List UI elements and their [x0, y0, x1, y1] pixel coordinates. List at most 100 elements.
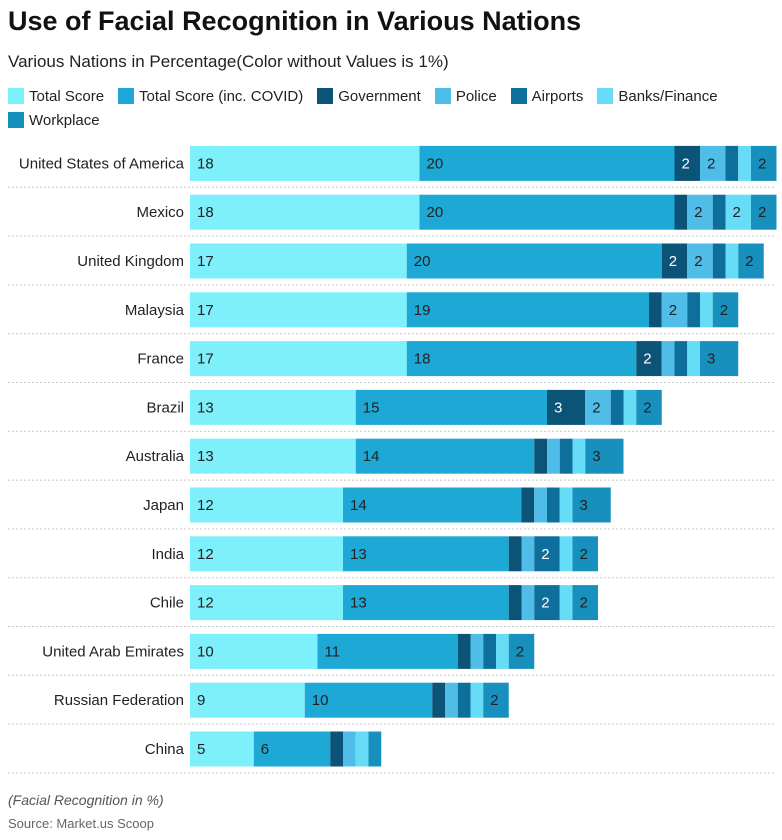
data-label: 20 [414, 253, 431, 270]
bar-segment-police [343, 731, 356, 767]
legend-item-government: Government [317, 86, 421, 106]
bar-segment-airports [534, 536, 560, 572]
bar-row-india: India 12 13 2 2 [8, 536, 776, 579]
bar-segment-banks-finance [725, 194, 751, 230]
bar-segment-total-score-inc-covid [406, 243, 662, 279]
category-label: Chile [150, 595, 184, 612]
bar-segment-total-score-inc-covid [406, 341, 637, 377]
bar-row-chile: Chile 12 13 2 2 [8, 585, 776, 627]
legend-label: Airports [531, 87, 584, 105]
bar-segment-workplace [751, 145, 777, 181]
data-label: 14 [363, 448, 380, 465]
bar-segment-workplace [700, 341, 739, 377]
data-label: 2 [592, 399, 600, 416]
bar-segment-banks-finance [496, 633, 509, 669]
category-label: Australia [126, 448, 185, 465]
bar-segment-government [547, 389, 586, 425]
data-label: 2 [643, 399, 651, 416]
bar-segment-total-score [190, 438, 356, 474]
data-label: 11 [325, 643, 341, 660]
bar-segment-government [330, 731, 343, 767]
data-label: 6 [261, 741, 269, 758]
bar-segment-government [508, 585, 522, 621]
bar-segment-banks-finance [470, 682, 484, 718]
bar-row-australia: Australia 13 14 3 [8, 438, 776, 481]
data-label: 9 [197, 692, 205, 709]
bar-segment-workplace [636, 389, 662, 425]
data-label: 17 [197, 253, 214, 270]
bar-segment-total-score [190, 292, 407, 328]
data-label: 5 [197, 741, 205, 758]
data-label: 2 [541, 546, 549, 563]
bar-row-united-states-of-america: United States of America 18 20 2 2 2 [8, 145, 777, 188]
bar-segment-police [585, 389, 611, 425]
data-label: 2 [720, 302, 728, 319]
category-label: Russian Federation [54, 692, 184, 709]
bar-segment-workplace [368, 731, 382, 767]
data-label: 2 [682, 155, 690, 172]
bar-segment-total-score-inc-covid [304, 682, 433, 718]
bar-segment-police [534, 487, 547, 523]
data-label: 18 [197, 204, 214, 221]
legend-item-total-score-inc-covid: Total Score (inc. COVID) [118, 86, 303, 106]
bar-segment-total-score-inc-covid [343, 585, 509, 621]
category-label: Malaysia [125, 302, 185, 319]
bar-segment-government [649, 292, 662, 328]
legend-swatch [8, 88, 24, 104]
legend-swatch [118, 88, 135, 104]
data-label: 2 [580, 595, 588, 612]
bar-segment-police [547, 438, 560, 474]
bar-segment-government [508, 536, 522, 572]
bar-segment-total-score [190, 389, 356, 425]
bar-segment-total-score-inc-covid [253, 731, 331, 767]
bar-segment-police [661, 292, 688, 328]
category-label: Mexico [136, 204, 184, 221]
data-label: 12 [197, 546, 214, 563]
legend-label: Total Score [29, 87, 105, 105]
bar-segment-total-score-inc-covid [317, 633, 458, 669]
bar-segment-banks-finance [738, 145, 751, 181]
data-label: 20 [427, 204, 444, 221]
bar-segment-government [636, 341, 662, 377]
bar-segment-airports [483, 633, 496, 669]
chart-legend: Total Score Total Score (inc. COVID) Gover… [8, 86, 778, 130]
bar-segment-police [687, 194, 713, 230]
data-label: 2 [490, 692, 498, 709]
category-label: Japan [143, 497, 184, 514]
bar-segment-total-score [190, 536, 343, 572]
legend-label: Police [455, 87, 497, 105]
bar-segment-banks-finance [355, 731, 369, 767]
bar-segment-workplace [483, 682, 509, 718]
legend-item-workplace: Workplace [8, 110, 100, 130]
bar-row-japan: Japan 12 14 3 [8, 487, 776, 530]
legend-swatch [8, 112, 24, 128]
chart-subtitle: Various Nations in Percentage(Color with… [8, 52, 449, 71]
category-label: France [137, 351, 184, 368]
data-label: 13 [197, 448, 214, 465]
bar-segment-workplace [572, 536, 598, 572]
bar-segment-airports [559, 438, 573, 474]
legend-swatch [434, 88, 451, 104]
data-label: 13 [350, 595, 367, 612]
legend-swatch [317, 88, 334, 104]
data-label: 3 [707, 351, 715, 368]
bar-segment-banks-finance [700, 292, 713, 328]
bar-segment-total-score-inc-covid [406, 292, 649, 328]
data-label: 2 [580, 546, 588, 563]
data-label: 2 [758, 204, 766, 221]
data-label: 3 [592, 448, 600, 465]
bar-segment-police [700, 145, 726, 181]
bar-segment-airports [712, 243, 726, 279]
legend-item-banks-finance: Banks/Finance [597, 86, 718, 106]
bar-segment-total-score [190, 585, 343, 621]
bar-segment-airports [674, 341, 688, 377]
bar-segment-workplace [712, 292, 739, 328]
chart-footnote: (Facial Recognition in %) [8, 792, 164, 808]
legend-swatch [597, 88, 614, 104]
data-label: 2 [758, 155, 766, 172]
data-label: 2 [694, 253, 702, 270]
data-label: 18 [197, 155, 214, 172]
data-label: 2 [707, 155, 715, 172]
bar-segment-government [674, 194, 688, 230]
